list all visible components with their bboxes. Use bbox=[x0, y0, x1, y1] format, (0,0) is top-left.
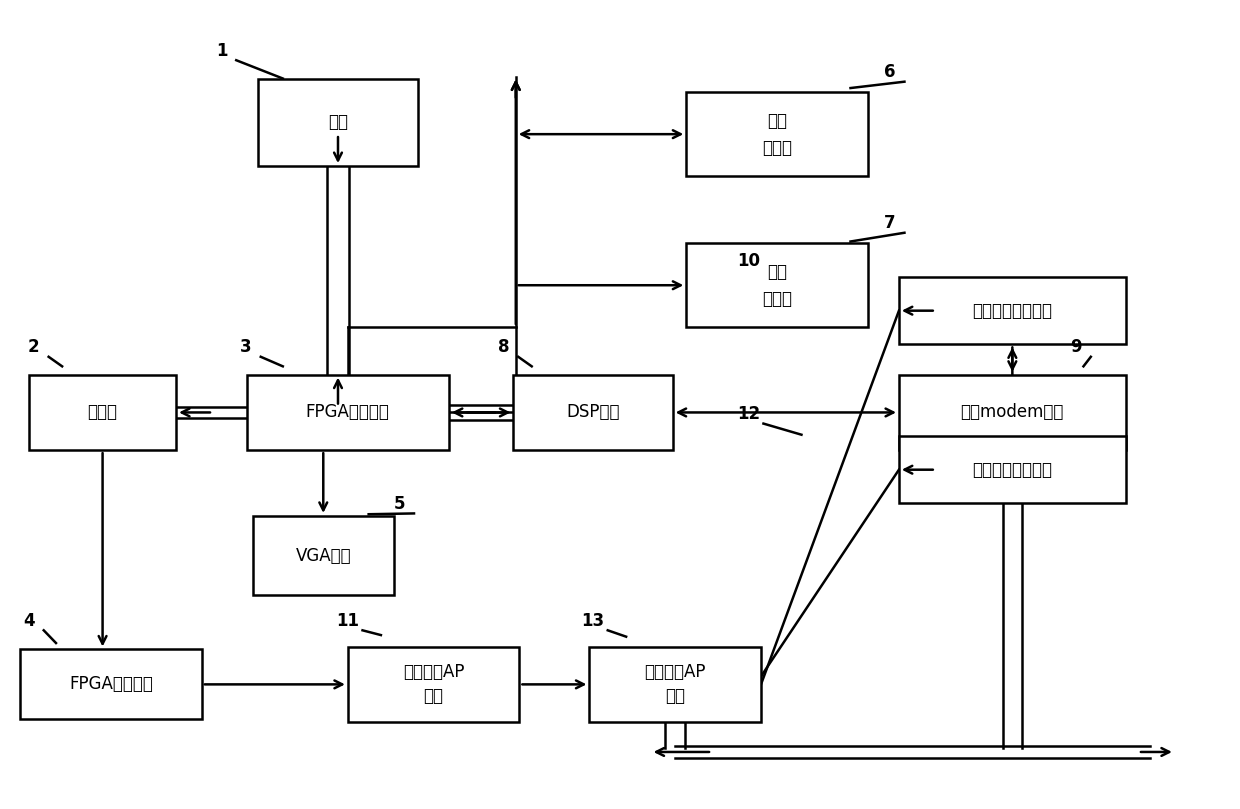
Text: 12: 12 bbox=[737, 405, 760, 423]
Text: VGA模块: VGA模块 bbox=[295, 547, 351, 565]
Text: 程序: 程序 bbox=[768, 263, 787, 281]
Bar bbox=[347, 646, 520, 722]
Text: 5: 5 bbox=[393, 495, 405, 513]
Text: 13: 13 bbox=[582, 612, 605, 629]
Bar bbox=[899, 375, 1126, 451]
Bar bbox=[29, 375, 176, 451]
Text: 10: 10 bbox=[738, 252, 760, 270]
Text: 存储器: 存储器 bbox=[761, 290, 792, 307]
Text: FPGA传输模块: FPGA传输模块 bbox=[69, 676, 153, 693]
Text: 1: 1 bbox=[216, 42, 227, 60]
Text: 无线modem模块: 无线modem模块 bbox=[961, 404, 1064, 421]
Text: 9: 9 bbox=[1070, 338, 1083, 356]
Bar bbox=[899, 277, 1126, 345]
Text: 云台: 云台 bbox=[329, 113, 348, 131]
Text: 模块: 模块 bbox=[424, 688, 444, 705]
Text: 2: 2 bbox=[29, 338, 40, 356]
Text: 无线接收AP: 无线接收AP bbox=[645, 663, 706, 681]
Text: 模块: 模块 bbox=[665, 688, 686, 705]
Text: 8: 8 bbox=[497, 338, 510, 356]
Text: FPGA控制模块: FPGA控制模块 bbox=[306, 404, 389, 421]
Text: 数据: 数据 bbox=[768, 112, 787, 129]
Text: 11: 11 bbox=[336, 612, 360, 629]
Bar bbox=[253, 516, 394, 595]
Bar bbox=[686, 244, 868, 327]
Text: 信号接收车载电台: 信号接收车载电台 bbox=[972, 460, 1053, 479]
Text: 6: 6 bbox=[884, 63, 895, 81]
Text: 4: 4 bbox=[24, 612, 35, 629]
Bar bbox=[899, 436, 1126, 503]
Bar bbox=[686, 92, 868, 176]
Text: DSP模块: DSP模块 bbox=[567, 404, 620, 421]
Text: 无线发射AP: 无线发射AP bbox=[403, 663, 465, 681]
Bar bbox=[20, 650, 202, 719]
Text: 3: 3 bbox=[241, 338, 252, 356]
Text: 信号发射车载电台: 信号发射车载电台 bbox=[972, 302, 1053, 320]
Text: 7: 7 bbox=[884, 214, 895, 232]
Bar bbox=[589, 646, 761, 722]
Bar bbox=[513, 375, 673, 451]
Text: 热像仪: 热像仪 bbox=[88, 404, 118, 421]
Text: 存储器: 存储器 bbox=[761, 138, 792, 156]
Bar bbox=[247, 375, 449, 451]
Bar bbox=[258, 78, 418, 166]
